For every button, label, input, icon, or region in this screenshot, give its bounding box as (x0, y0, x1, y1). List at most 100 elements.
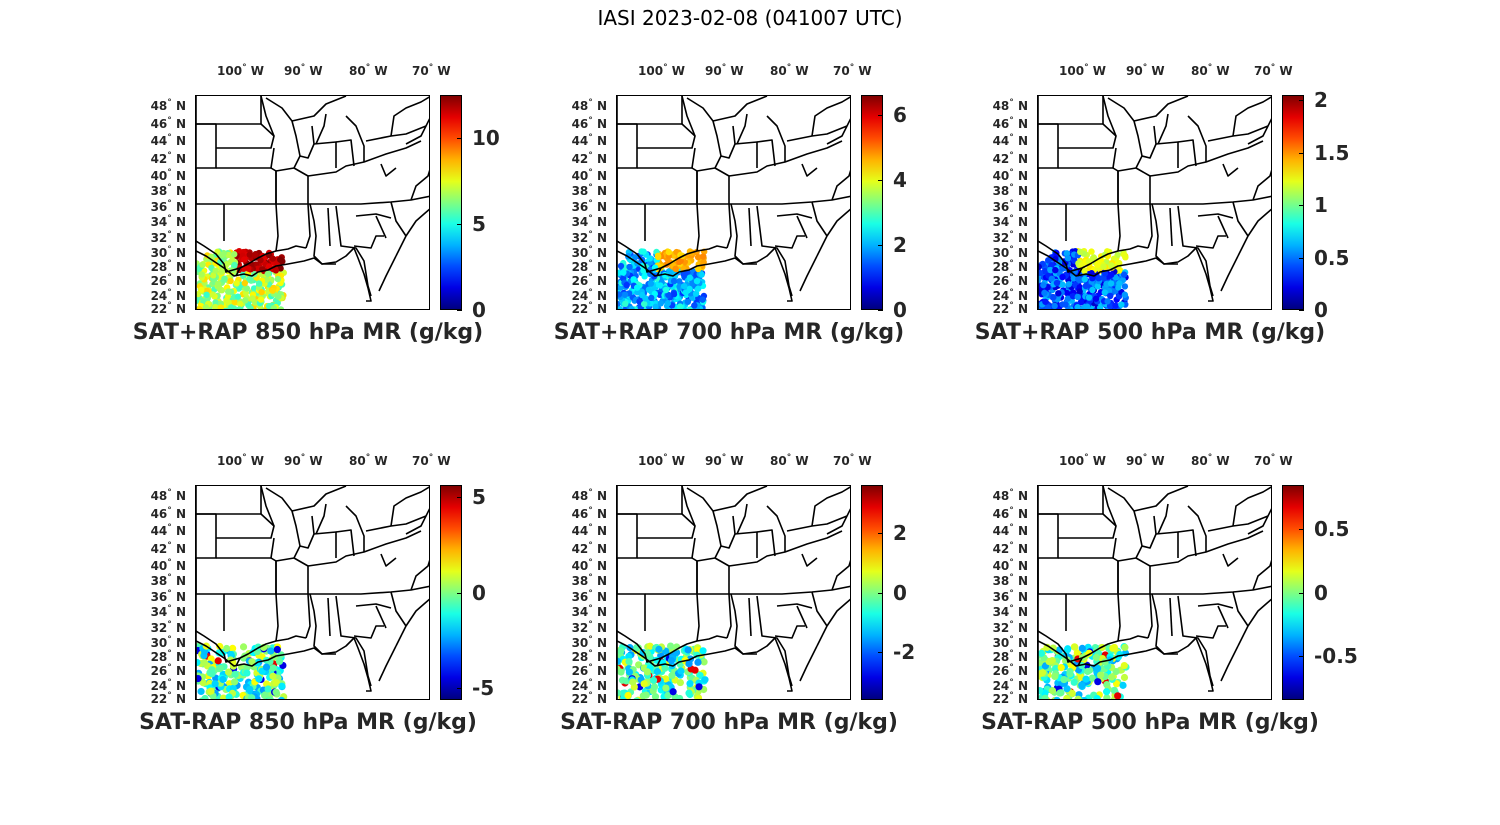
swath-point (200, 658, 209, 667)
colorbar-tick-label: -2 (893, 640, 916, 665)
boundary-line (712, 96, 768, 122)
swath-point (1083, 304, 1091, 309)
swath-point (1092, 295, 1100, 302)
boundary-line (1195, 247, 1214, 302)
swath-point (621, 300, 629, 308)
latitude-tick-label: 38° N (992, 573, 1028, 588)
boundary-line (327, 597, 331, 637)
longitude-tick-label: 70° W (1254, 453, 1293, 468)
swath-point (694, 658, 702, 666)
swath-point (1052, 255, 1059, 263)
swath-point (685, 689, 693, 697)
boundary-line (637, 123, 696, 149)
boundary-line (405, 598, 429, 627)
colorbar-tick-mark (1299, 205, 1304, 207)
boundary-line (736, 113, 748, 145)
swath-point (1075, 275, 1082, 283)
boundary-line (645, 561, 698, 595)
latitude-tick-label: 24° N (571, 288, 607, 303)
boundary-line (291, 486, 347, 512)
boundary-line (335, 139, 355, 167)
boundary-line (1038, 486, 1104, 515)
swath-point (1104, 298, 1111, 305)
boundary-line (799, 255, 818, 292)
swath-point (272, 267, 280, 274)
swath-point (1121, 291, 1129, 298)
latitude-tick-label: 42° N (571, 541, 607, 556)
boundary-line (216, 513, 275, 539)
colorbar (440, 95, 462, 310)
latitude-tick-label: 40° N (992, 168, 1028, 183)
boundary-line (831, 169, 850, 201)
swath-point (1041, 289, 1048, 297)
swath-point (258, 288, 265, 296)
swath-point (1089, 286, 1096, 294)
boundary-line (1066, 561, 1119, 595)
boundary-line (776, 603, 813, 609)
boundary-line (697, 203, 732, 249)
swath-point (275, 657, 284, 665)
swath-point (667, 656, 675, 665)
colorbar-tick-label: 1.5 (1314, 140, 1350, 165)
boundary-line (720, 125, 736, 159)
boundary-line (345, 115, 365, 162)
map-canvas (196, 486, 429, 699)
colorbar-tick-label: 0 (472, 298, 486, 322)
swath-point (1102, 688, 1111, 696)
boundary-line (395, 625, 407, 647)
boundary-line (196, 513, 217, 559)
swath-point (1063, 694, 1071, 699)
swath-point (1094, 261, 1101, 269)
colorbar-tick-mark (1299, 529, 1304, 531)
swath-point (214, 280, 222, 288)
boundary-line (299, 515, 315, 549)
swath-point (1041, 268, 1049, 275)
boundary-line (1220, 255, 1239, 292)
latitude-tick-label: 42° N (571, 151, 607, 166)
latitude-tick-label: 40° N (150, 558, 186, 573)
boundary-line (216, 537, 275, 559)
swath-point (246, 251, 253, 258)
boundary-line (270, 167, 279, 252)
colorbar-tick-label: 0 (1314, 580, 1328, 605)
swath-point (680, 282, 688, 290)
boundary-line (1107, 487, 1143, 562)
swath-point (1057, 664, 1065, 672)
swath-point (219, 675, 227, 684)
swath-point (655, 645, 663, 653)
latitude-tick-label: 34° N (150, 604, 186, 619)
swath-point (662, 684, 670, 692)
swath-point (255, 675, 263, 683)
boundary-line (796, 605, 808, 629)
swath-point (677, 667, 685, 675)
boundary-line (1038, 637, 1197, 667)
latitude-tick-label: 42° N (150, 541, 186, 556)
boundary-line (1247, 118, 1271, 145)
boundary-line (276, 203, 311, 249)
boundary-line (260, 96, 275, 137)
swath-point (676, 303, 684, 309)
swath-point (224, 668, 233, 676)
swath-point (1042, 298, 1049, 305)
swath-point (670, 277, 678, 285)
swath-point (1038, 269, 1043, 277)
swath-point (245, 265, 252, 272)
latitude-tick-label: 32° N (992, 620, 1028, 635)
swath-point (242, 297, 249, 304)
colorbar-tick-label: 0 (893, 298, 907, 322)
swath-point (203, 291, 210, 298)
longitude-tick-label: 80° W (349, 453, 388, 468)
swath-point (648, 294, 655, 302)
swath-point (1065, 281, 1073, 288)
swath-point (1096, 304, 1104, 309)
boundary-line (1141, 125, 1157, 159)
swath-point (1110, 643, 1119, 652)
longitude-tick-label: 100° W (638, 453, 685, 468)
colorbar-tick-mark (878, 244, 883, 246)
swath-point (1044, 304, 1051, 309)
swath-point (261, 691, 269, 699)
colorbar-tick-label: -0.5 (1314, 643, 1358, 668)
swath-point (684, 646, 692, 654)
swath-point (700, 658, 708, 666)
swath-point (669, 688, 677, 696)
